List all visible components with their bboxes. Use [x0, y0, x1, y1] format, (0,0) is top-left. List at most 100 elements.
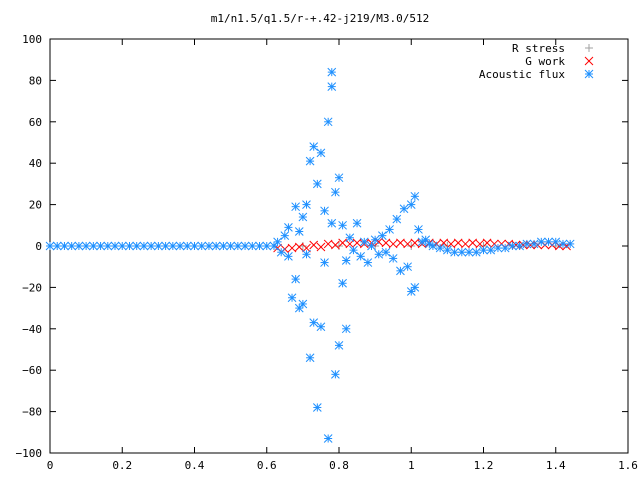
data-point: [471, 247, 481, 257]
data-point: [410, 283, 420, 292]
legend-marker: [584, 69, 594, 79]
data-point: [334, 341, 344, 350]
data-point: [320, 206, 329, 216]
data-point: [316, 242, 326, 252]
series-2: [45, 67, 575, 443]
series-layer: [45, 67, 575, 443]
data-point: [96, 241, 105, 251]
data-point: [280, 231, 290, 241]
data-point: [302, 249, 311, 259]
data-point: [450, 247, 459, 257]
data-point: [392, 214, 402, 224]
data-point: [334, 173, 344, 183]
data-point: [139, 241, 149, 251]
data-point: [356, 251, 366, 261]
data-point: [338, 220, 347, 230]
data-point: [323, 117, 333, 127]
data-point: [551, 237, 561, 247]
y-tick-label: −40: [22, 323, 42, 336]
data-point: [52, 241, 62, 251]
data-point: [320, 258, 329, 267]
data-point: [309, 240, 319, 250]
data-point: [410, 238, 420, 248]
data-point: [287, 293, 297, 303]
data-point: [482, 238, 492, 248]
legend-marker: [584, 56, 594, 66]
data-point: [453, 238, 463, 248]
data-point: [219, 241, 228, 251]
data-point: [273, 237, 282, 247]
legend-marker: [585, 44, 593, 52]
data-point: [309, 142, 319, 151]
x-tick-label: 1.4: [546, 459, 566, 472]
data-point: [327, 218, 337, 228]
data-point: [190, 241, 199, 251]
chart-title: m1/n1.5/q1.5/r-+.42-j219/M3.0/512: [211, 12, 430, 25]
data-point: [287, 243, 297, 253]
data-point: [352, 218, 362, 228]
x-tick-label: 0.2: [112, 459, 132, 472]
data-point: [385, 225, 394, 234]
data-point: [262, 241, 272, 251]
data-point: [316, 322, 326, 332]
data-point: [305, 353, 315, 363]
data-point: [302, 200, 311, 209]
data-point: [406, 200, 416, 209]
data-point: [486, 245, 496, 255]
x-tick-label: 0.4: [185, 459, 205, 472]
data-point: [226, 241, 235, 251]
y-tick-label: −20: [22, 281, 42, 294]
data-point: [323, 434, 333, 443]
data-point: [327, 82, 337, 91]
data-point: [464, 247, 474, 257]
data-point: [161, 241, 170, 251]
data-point: [276, 247, 286, 257]
data-point: [146, 241, 156, 251]
data-point: [529, 239, 539, 249]
data-point: [515, 241, 524, 251]
data-point: [338, 278, 347, 288]
y-tick-label: 20: [29, 199, 42, 212]
data-point: [403, 262, 412, 272]
data-point: [110, 241, 120, 251]
data-point: [168, 241, 178, 251]
data-point: [428, 241, 438, 251]
data-point: [410, 191, 420, 201]
data-point: [312, 403, 322, 412]
data-point: [67, 241, 77, 251]
y-tick-label: 80: [29, 74, 42, 87]
data-point: [211, 241, 221, 251]
data-point: [255, 241, 264, 251]
data-point: [439, 238, 449, 248]
data-point: [81, 241, 91, 251]
data-point: [500, 243, 510, 253]
data-point: [468, 238, 478, 248]
data-point: [88, 241, 98, 251]
data-point: [338, 238, 347, 248]
data-point: [74, 241, 84, 251]
data-point: [381, 238, 391, 248]
x-tick-label: 1.6: [618, 459, 638, 472]
data-point: [403, 239, 412, 249]
data-point: [388, 254, 398, 263]
data-point: [294, 227, 304, 236]
data-point: [197, 241, 207, 251]
data-point: [294, 242, 304, 252]
data-point: [388, 239, 398, 249]
data-point: [284, 251, 293, 261]
data-point: [331, 187, 340, 197]
y-tick-label: 100: [22, 33, 42, 46]
data-point: [446, 239, 456, 249]
data-point: [175, 241, 185, 251]
data-point: [443, 245, 452, 255]
data-point: [377, 231, 387, 241]
data-point: [309, 318, 319, 327]
data-point: [396, 238, 405, 248]
y-tick-label: 40: [29, 157, 42, 170]
data-point: [374, 249, 384, 259]
legend-label: G work: [525, 55, 565, 68]
data-point: [117, 241, 127, 251]
data-point: [204, 241, 214, 251]
data-point: [327, 67, 337, 77]
